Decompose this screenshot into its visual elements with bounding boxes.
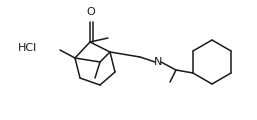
Text: HCl: HCl [18, 43, 37, 53]
Text: O: O [87, 7, 95, 17]
Text: N: N [154, 57, 162, 67]
